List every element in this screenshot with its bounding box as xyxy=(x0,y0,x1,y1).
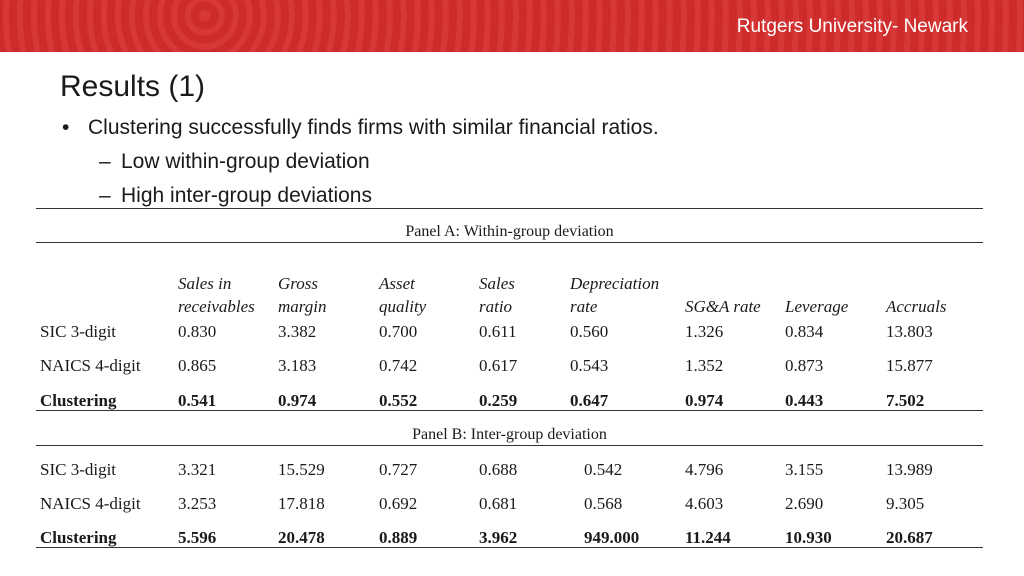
panel-a-title: Panel A: Within-group deviation xyxy=(405,223,614,240)
table-cell: 0.259 xyxy=(479,391,518,410)
bullet-point: • Clustering successfully finds firms wit… xyxy=(62,116,659,140)
table-rule xyxy=(36,445,983,446)
table-cell: 0.873 xyxy=(785,356,824,375)
table-cell: 2.690 xyxy=(785,494,824,513)
table-cell: 0.552 xyxy=(379,391,418,410)
column-header: Sales in xyxy=(178,274,232,293)
slide-title: Results (1) xyxy=(60,70,206,103)
table-cell: 0.443 xyxy=(785,391,824,410)
institution-name: Rutgers University- Newark xyxy=(736,16,968,37)
table-rule xyxy=(36,410,983,411)
dash-icon: – xyxy=(99,150,111,173)
table-cell: 3.382 xyxy=(278,322,317,341)
table-cell: 3.253 xyxy=(178,494,217,513)
row-label: Clustering xyxy=(40,391,117,410)
panel-b-title: Panel B: Inter-group deviation xyxy=(412,426,607,443)
column-header: Asset xyxy=(379,274,415,293)
table-cell: 15.529 xyxy=(278,460,325,479)
table-cell: 4.796 xyxy=(685,460,724,479)
sub-bullet-text: Low within-group deviation xyxy=(121,150,370,173)
table-cell: 0.560 xyxy=(570,322,609,341)
table-cell: 20.687 xyxy=(886,528,933,547)
table-cell: 17.818 xyxy=(278,494,325,513)
table-cell: 0.568 xyxy=(584,494,623,513)
sub-bullet-text: High inter-group deviations xyxy=(121,184,372,207)
table-cell: 0.865 xyxy=(178,356,217,375)
table-cell: 9.305 xyxy=(886,494,925,513)
table-cell: 20.478 xyxy=(278,528,325,547)
sub-bullet: – Low within-group deviation xyxy=(99,150,370,174)
header-banner: Rutgers University- Newark xyxy=(0,0,1024,52)
table-cell: 5.596 xyxy=(178,528,217,547)
table-rule xyxy=(36,208,983,209)
sub-bullet: – High inter-group deviations xyxy=(99,184,372,208)
table-rule xyxy=(36,242,983,243)
column-header: Sales xyxy=(479,274,515,293)
table-cell: 3.962 xyxy=(479,528,518,547)
table-cell: 0.692 xyxy=(379,494,418,513)
table-cell: 7.502 xyxy=(886,391,925,410)
bullet-dot-icon: • xyxy=(62,116,70,139)
table-cell: 15.877 xyxy=(886,356,933,375)
table-cell: 0.611 xyxy=(479,322,517,341)
table-cell: 13.803 xyxy=(886,322,933,341)
column-header: receivables xyxy=(178,297,255,316)
column-header: Leverage xyxy=(785,297,849,316)
row-label: NAICS 4-digit xyxy=(40,494,141,513)
table-cell: 11.244 xyxy=(685,528,731,547)
column-header: Accruals xyxy=(886,297,947,316)
table-cell: 10.930 xyxy=(785,528,832,547)
column-header: Gross xyxy=(278,274,318,293)
table-cell: 0.688 xyxy=(479,460,518,479)
table-cell: 0.647 xyxy=(570,391,609,410)
dash-icon: – xyxy=(99,184,111,207)
column-header: ratio xyxy=(479,297,513,316)
table-cell: 13.989 xyxy=(886,460,933,479)
table-cell: 3.321 xyxy=(178,460,217,479)
table-rule xyxy=(36,547,983,548)
table-cell: 0.542 xyxy=(584,460,623,479)
table-cell: 1.326 xyxy=(685,322,724,341)
column-header: rate xyxy=(570,297,598,316)
column-header: quality xyxy=(379,297,427,316)
table-cell: 0.830 xyxy=(178,322,217,341)
table-cell: 0.700 xyxy=(379,322,418,341)
table-cell: 0.974 xyxy=(278,391,317,410)
table-cell: 0.681 xyxy=(479,494,518,513)
row-label: SIC 3-digit xyxy=(40,322,117,341)
table-cell: 0.889 xyxy=(379,528,418,547)
column-header: margin xyxy=(278,297,327,316)
bullet-text: Clustering successfully finds firms with… xyxy=(88,116,659,139)
table-cell: 0.727 xyxy=(379,460,418,479)
table-cell: 3.183 xyxy=(278,356,317,375)
results-table: Panel A: Within-group deviation Panel B:… xyxy=(36,208,983,548)
table-cell: 0.543 xyxy=(570,356,609,375)
column-header: Depreciation xyxy=(570,274,660,293)
table-cell: 0.974 xyxy=(685,391,724,410)
table-cell: 0.742 xyxy=(379,356,418,375)
table-cell: 0.541 xyxy=(178,391,217,410)
table-cell: 949.000 xyxy=(584,528,640,547)
row-label: Clustering xyxy=(40,528,117,547)
table-cell: 3.155 xyxy=(785,460,824,479)
table-cell: 0.834 xyxy=(785,322,824,341)
column-header: SG&A rate xyxy=(685,297,761,316)
row-label: SIC 3-digit xyxy=(40,460,117,479)
row-label: NAICS 4-digit xyxy=(40,356,141,375)
table-cell: 1.352 xyxy=(685,356,724,375)
table-cell: 0.617 xyxy=(479,356,518,375)
table-cell: 4.603 xyxy=(685,494,724,513)
